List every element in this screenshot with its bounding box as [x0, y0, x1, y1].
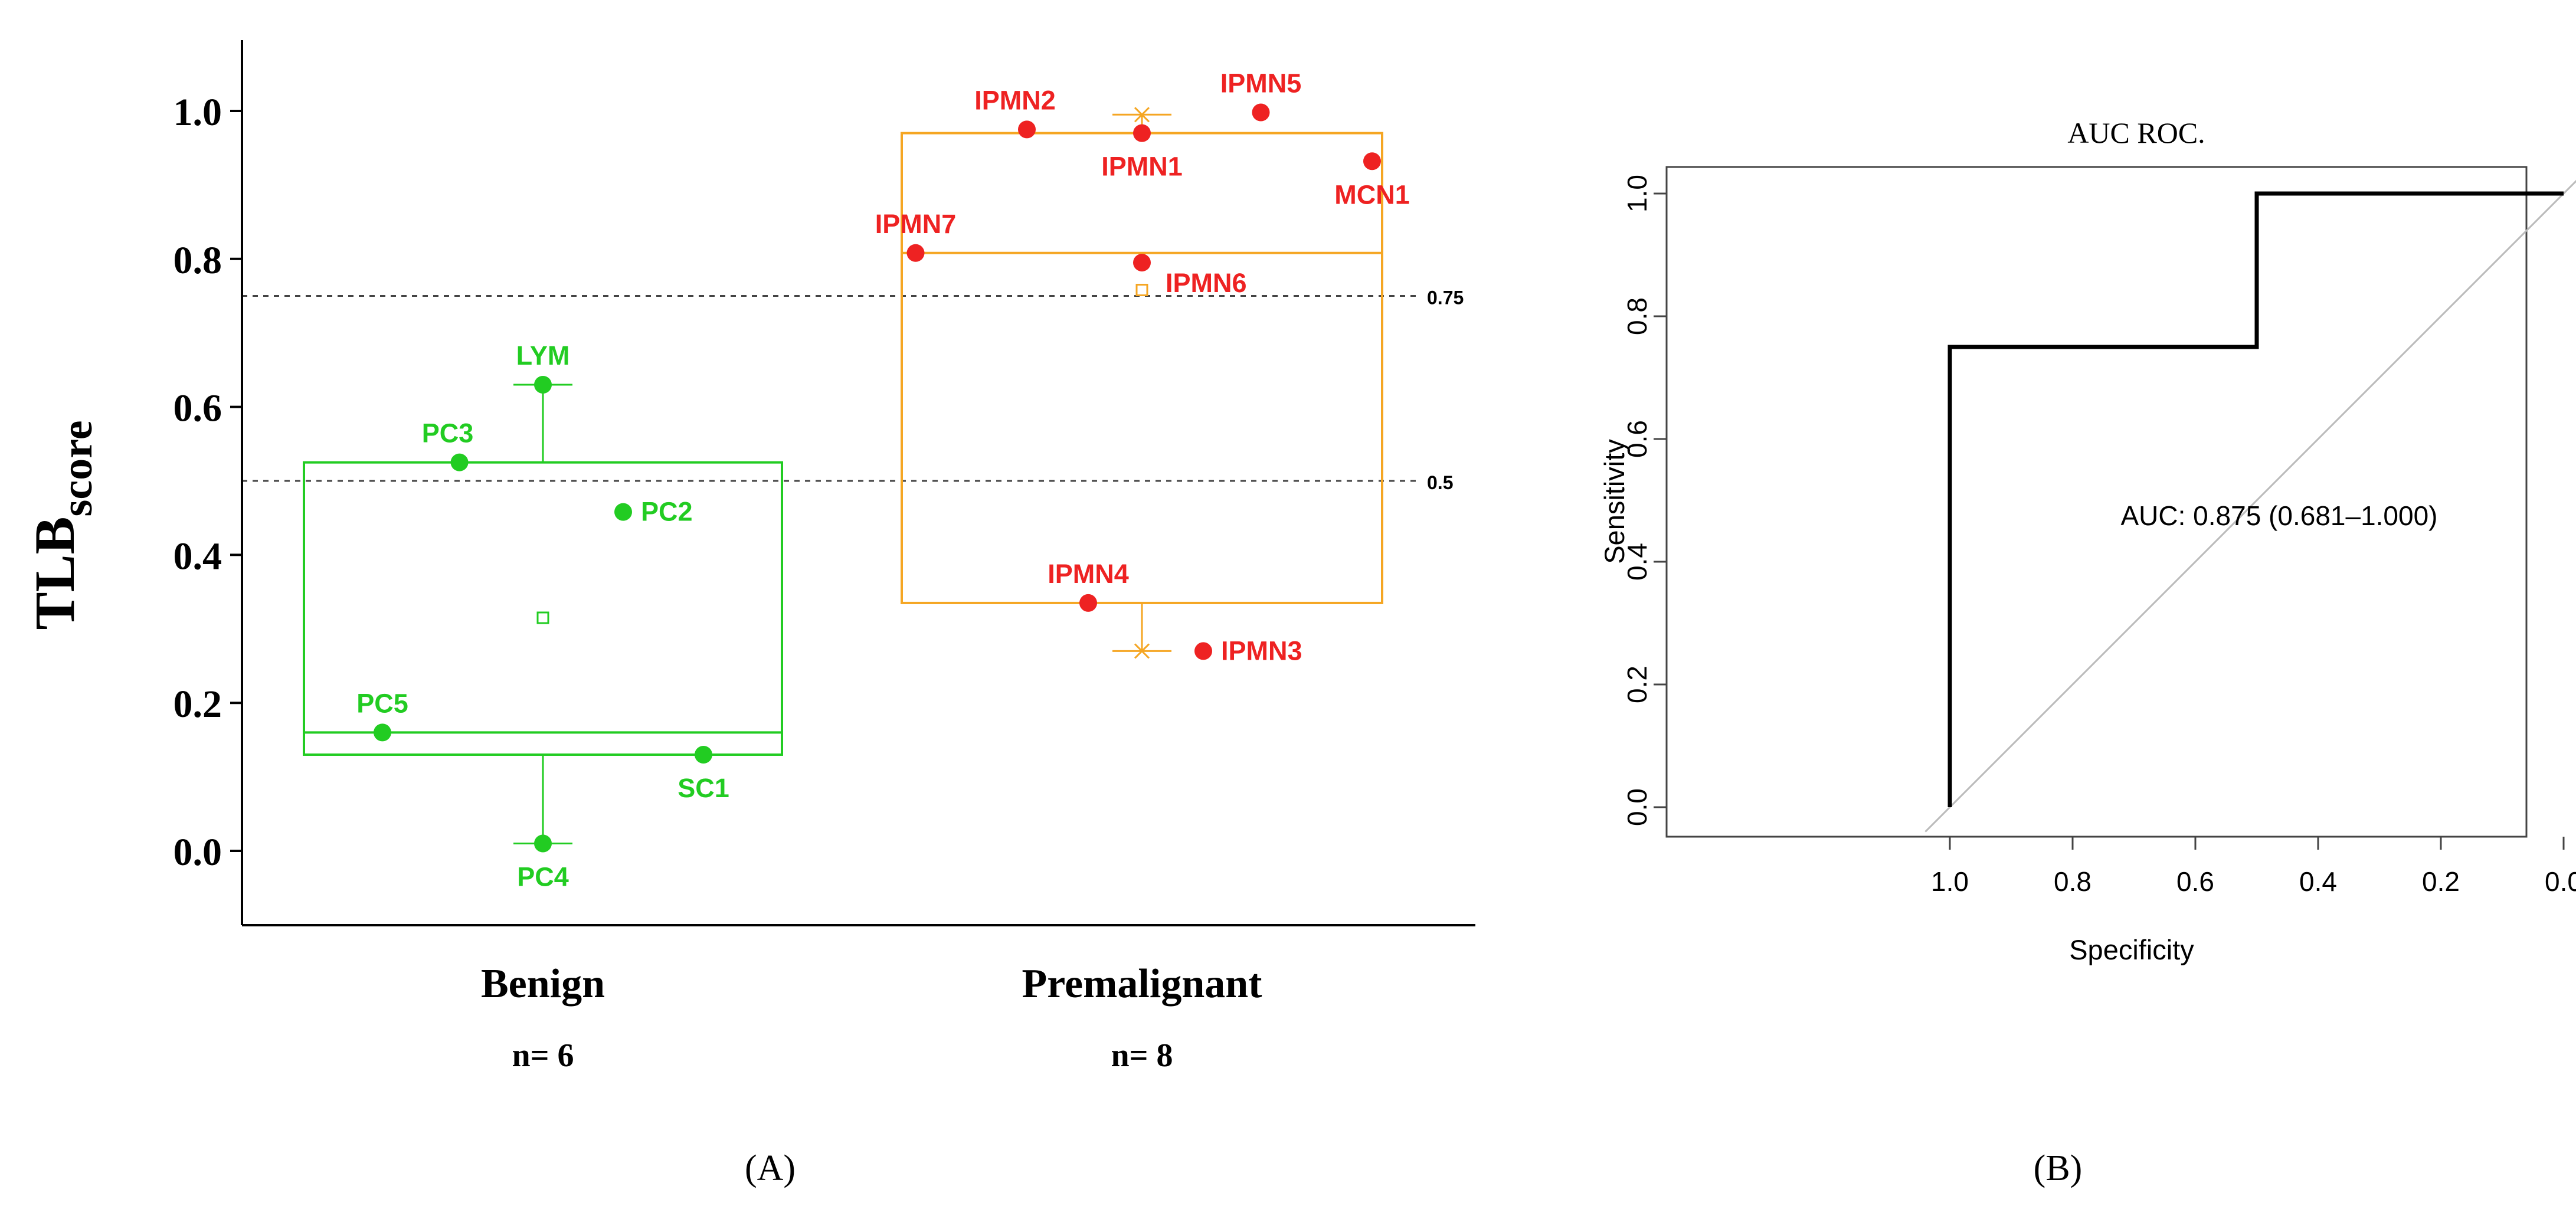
roc-title: AUC ROC. [2067, 116, 2205, 149]
box-mean [1135, 283, 1148, 296]
y-tick-label: 0.2 [1622, 666, 1652, 703]
box-iqr [901, 132, 1383, 604]
data-points: LYM PC3 PC2 PC5 SC1 PC4 IPMN5 IPMN2 IPMN1 MCN1 IPM… [356, 68, 1410, 892]
data-point [1018, 120, 1036, 139]
data-point [1079, 594, 1097, 612]
point-label: IPMN4 [1048, 559, 1129, 589]
data-point [695, 745, 712, 764]
y-tick-label: 0.4 [174, 535, 222, 578]
x-tick-label: 0.6 [2176, 866, 2214, 897]
group-labels: Benign n= 6 Premalignant n= 8 [481, 961, 1262, 1074]
data-point [450, 453, 469, 471]
roc-plot-frame [1665, 166, 2528, 838]
data-point [1363, 152, 1381, 171]
x-tick-label: 0.8 [2054, 866, 2091, 897]
point-label: MCN1 [1334, 179, 1410, 209]
chance-diagonal [1924, 179, 2576, 833]
y-tick-label: 0.4 [1622, 543, 1652, 581]
group-label: Premalignant [1022, 961, 1262, 1007]
point-label: IPMN6 [1166, 268, 1247, 298]
data-point [1133, 254, 1151, 272]
y-axis [241, 40, 1475, 926]
y-tick-label: 0.8 [1622, 297, 1652, 335]
point-label: IPMN7 [875, 209, 957, 239]
point-label: PC5 [356, 688, 408, 718]
y-ticks: 0.0 0.2 0.4 0.6 0.8 1.0 [174, 91, 242, 874]
data-point [1252, 103, 1270, 122]
y-tick-label: 0.0 [174, 831, 222, 874]
data-point [534, 375, 552, 394]
x-tick-label: 0.2 [2422, 866, 2460, 897]
point-label: IPMN2 [974, 85, 1056, 115]
roc-y-ticks: 0.0 0.2 0.4 0.6 0.8 1.0 [1622, 175, 1667, 826]
point-label: IPMN3 [1221, 635, 1302, 666]
outlier-marker [1134, 643, 1150, 659]
data-point [1194, 642, 1212, 660]
auc-annotation: AUC: 0.875 (0.681–1.000) [2120, 500, 2437, 531]
roc-y-axis-label: Sensitivity [1599, 439, 1630, 564]
roc-series [1924, 179, 2576, 833]
reference-line-label: 0.75 [1427, 287, 1464, 309]
data-point [534, 834, 552, 853]
point-label: IPMN5 [1220, 68, 1302, 99]
x-tick-label: 1.0 [1931, 866, 1969, 897]
reference-line-label: 0.5 [1427, 472, 1453, 493]
outlier-marker [1134, 107, 1150, 123]
box-plots [303, 107, 1383, 844]
y-tick-label: 0.8 [174, 239, 222, 282]
point-label: SC1 [677, 773, 729, 803]
y-tick-label: 0.2 [174, 683, 222, 726]
x-tick-label: 0.0 [2545, 866, 2576, 897]
box-mean [536, 611, 549, 624]
x-tick-label: 0.4 [2299, 866, 2337, 897]
y-tick-label: 0.6 [174, 387, 222, 430]
roc-x-axis-label: Specificity [2069, 934, 2194, 965]
y-tick-label: 1.0 [1622, 175, 1652, 212]
y-axis-label: TLBscore [23, 420, 102, 630]
panel-b: AUC ROC. 0.0 0.2 0.4 0.6 0.8 1.0 1.0 0.8 0.6 0.4… [1599, 116, 2576, 1188]
data-point [906, 244, 925, 262]
panel-a-caption: (A) [745, 1148, 796, 1188]
reference-lines: 0.75 0.5 [242, 287, 1464, 493]
roc-x-ticks: 1.0 0.8 0.6 0.4 0.2 0.0 [1931, 837, 2576, 897]
data-point [614, 503, 632, 521]
point-label: PC4 [517, 861, 569, 892]
panel-b-caption: (B) [2034, 1148, 2083, 1188]
roc-curve [1947, 191, 2564, 807]
y-tick-label: 0.6 [1622, 420, 1652, 458]
panel-a: 0.75 0.5 0.0 0.2 0.4 0.6 0.8 1.0 LYM PC3 PC2 PC5 S… [23, 40, 1475, 1188]
point-label: IPMN1 [1101, 152, 1183, 182]
point-label: PC3 [422, 418, 474, 448]
group-n-label: n= 8 [1111, 1037, 1173, 1074]
y-tick-label: 1.0 [174, 91, 222, 134]
group-label: Benign [481, 961, 605, 1007]
box-premalignant [901, 107, 1383, 659]
y-tick-label: 0.0 [1622, 788, 1652, 826]
group-n-label: n= 6 [512, 1037, 574, 1074]
data-point [1133, 124, 1151, 142]
data-point [374, 723, 391, 742]
point-label: PC2 [641, 497, 693, 527]
point-label: LYM [516, 340, 570, 371]
